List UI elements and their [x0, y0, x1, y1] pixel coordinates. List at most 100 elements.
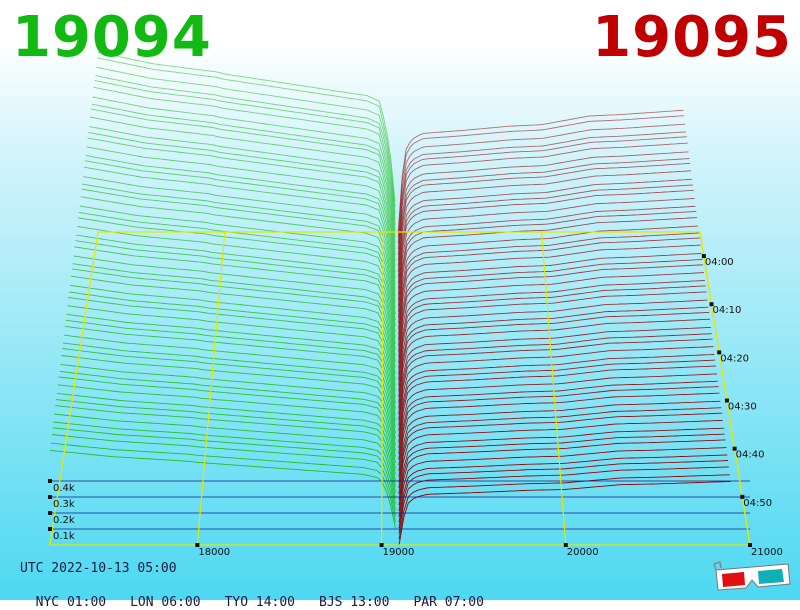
ask-depth-line	[397, 115, 685, 238]
ask-depth-line	[397, 142, 688, 261]
depth-3d-chart: 18000 19000 20000 21000 0.1k 0.2k 0.3k 0.4k 04:0…	[48, 51, 783, 558]
ask-depth-line	[398, 373, 717, 454]
bid-depth-line	[60, 363, 396, 457]
bid-depth-line	[58, 376, 396, 469]
axis-frame-layer	[48, 231, 752, 547]
ask-depth-line	[398, 359, 716, 443]
ask-depth-line	[398, 280, 705, 375]
ask-depth-line	[398, 225, 699, 329]
price-gridline	[699, 231, 751, 546]
ask-depth-line	[398, 392, 720, 472]
ask-depth-line	[398, 454, 728, 523]
ask-depth-line	[397, 210, 697, 318]
bid-depth-line	[70, 284, 396, 392]
ask-depth-line	[398, 338, 713, 426]
ask-depth-line	[398, 380, 718, 460]
ask-depth-line	[397, 151, 689, 267]
bid-depth-line	[97, 57, 396, 208]
time-tick-label: 04:00	[705, 257, 734, 268]
bid-depth-line	[69, 291, 396, 398]
bid-depth-line	[76, 234, 396, 350]
bid-depth-line	[57, 384, 396, 475]
tick-label-layer: 18000 19000 20000 21000 0.1k 0.2k 0.3k 0.4k 04:0…	[53, 257, 783, 558]
depth-tick-label: 0.4k	[53, 483, 75, 494]
ask-depth-line	[397, 123, 686, 244]
bid-depth-line	[92, 96, 396, 238]
ask-depth-line	[397, 184, 693, 295]
bid-depth-line	[91, 103, 396, 244]
bid-depth-line	[61, 355, 396, 451]
bid-depth-line	[77, 217, 396, 339]
ask-depth-line	[397, 170, 692, 284]
ask-depth-line	[398, 259, 703, 358]
ask-depth-line	[398, 237, 700, 341]
ask-depth-line	[398, 299, 708, 392]
ask-depth-line	[398, 272, 705, 369]
bid-depth-line	[93, 86, 396, 232]
ask-depth-line	[398, 386, 719, 466]
bid-depth-line	[95, 75, 396, 220]
ask-depth-line	[397, 162, 691, 278]
ask-depth-line	[398, 244, 701, 346]
time-tick-label: 04:20	[720, 353, 749, 364]
depth-tick-mark	[48, 479, 52, 483]
time-tick-label: 04:10	[713, 305, 742, 316]
bid-depth-line	[90, 108, 396, 249]
bid-depth-line	[56, 399, 396, 487]
price-gridline	[540, 231, 567, 546]
depth-tick-label: 0.3k	[53, 499, 75, 510]
bid-depth-line	[75, 240, 396, 356]
ask-depth-line	[397, 198, 695, 307]
bid-depth-line	[63, 342, 396, 440]
ask-depth-line	[398, 474, 730, 540]
ask-depth-line	[397, 131, 686, 250]
ask-depth-line	[398, 466, 729, 534]
time-tick-mark	[701, 254, 706, 259]
price-tick-mark	[195, 543, 200, 547]
price-tick-label: 19000	[383, 547, 415, 558]
bid-depth-line	[65, 319, 396, 422]
depth-tick-mark	[48, 527, 52, 531]
city-time-tyo: TYO 14:00	[224, 595, 296, 610]
ask-depth-line	[398, 400, 721, 477]
bid-depth-line	[64, 325, 396, 428]
bid-depth-line	[56, 392, 396, 481]
utc-time: UTC 2022-10-13 05:00	[20, 561, 177, 576]
city-time-bjs: BJS 13:00	[319, 595, 390, 610]
ask-depth-line	[397, 189, 694, 301]
ask-depth-line	[398, 291, 707, 386]
bid-depth-line	[55, 405, 396, 493]
bid-depth-line	[77, 225, 396, 345]
bid-depth-line	[54, 413, 396, 499]
bid-depth-line	[82, 183, 396, 309]
ask-depth-line	[398, 460, 729, 528]
ask-depth-line	[398, 447, 727, 517]
ask-depth-line	[398, 217, 698, 324]
bid-depth-line	[90, 116, 396, 255]
bid-depth-line	[79, 205, 396, 327]
ask-depth-line	[398, 318, 711, 409]
bid-depth-line	[51, 434, 396, 517]
3d-glasses-icon[interactable]	[712, 560, 792, 594]
bid-depth-line	[88, 132, 396, 267]
ask-depth-line	[398, 354, 715, 437]
bid-depth-line	[80, 196, 396, 321]
ask-depth-line	[398, 285, 706, 381]
bid-depth-line	[50, 442, 396, 523]
bid-depth-line	[71, 268, 396, 380]
bid-depth-line	[59, 370, 396, 463]
bid-depth-line	[86, 146, 396, 279]
best-bid-price: 19094	[12, 5, 212, 70]
bid-depth-line	[81, 188, 396, 315]
bid-depth-line	[89, 126, 396, 261]
ask-depth-line	[398, 365, 717, 449]
ask-depth-line	[397, 136, 687, 255]
ask-depth-line	[397, 178, 693, 289]
price-gridline	[196, 231, 226, 546]
time-tick-label: 04:40	[736, 450, 765, 461]
price-gridline	[380, 231, 384, 546]
bid-depth-line	[66, 313, 396, 416]
city-time-nyc: NYC 01:00	[35, 595, 107, 610]
ask-depth-line	[398, 326, 711, 415]
bid-depth-line	[85, 155, 396, 285]
